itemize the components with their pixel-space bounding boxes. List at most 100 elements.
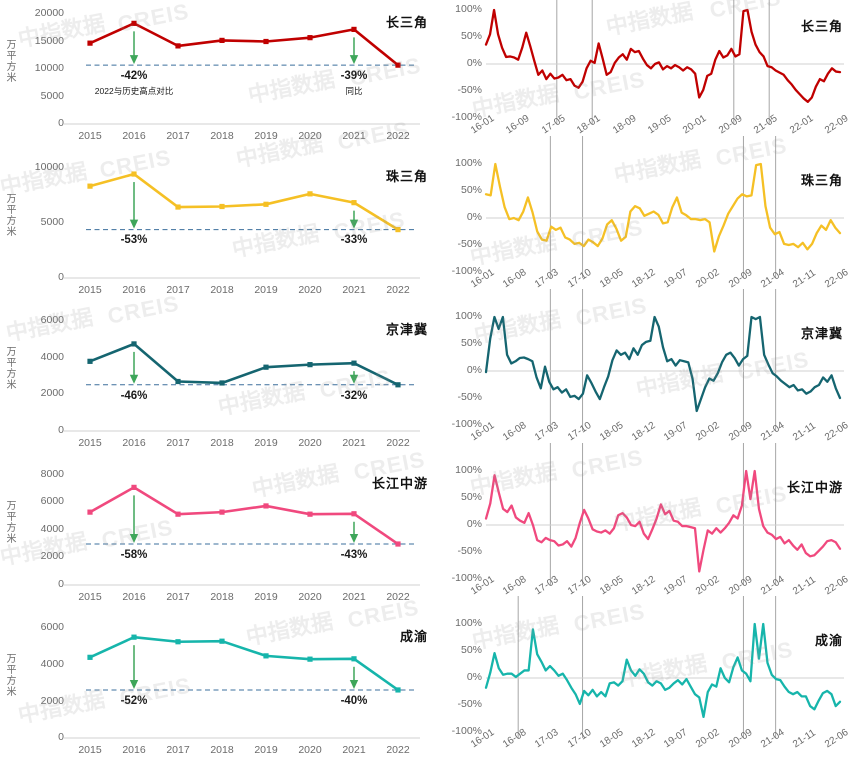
series-title-成渝: 成渝	[814, 633, 843, 649]
x-tick-label: 2022	[386, 283, 410, 296]
y-tick-label: 2000	[40, 694, 64, 707]
data-line	[88, 172, 400, 231]
data-marker	[395, 226, 401, 232]
annotation-pct: -58%	[120, 548, 148, 561]
y-axis-title-char: 万	[6, 654, 17, 666]
data-marker	[219, 638, 225, 645]
y-axis-title-char: 万	[6, 40, 17, 51]
y-axis-title-char: 米	[6, 687, 17, 699]
series-title-京津冀: 京津冀	[800, 326, 843, 342]
annotation-arrow	[129, 31, 139, 65]
x-tick-label: 2021	[342, 130, 366, 142]
y-axis-title-char: 平	[6, 511, 17, 523]
x-tick-label: 2020	[298, 744, 322, 757]
chart-panel-left-changjiangzhongyou: 0 2000 4000 6000 8000 万平方米 2015 2016 2017 2018 201…	[0, 461, 440, 615]
y-tick-label: 0%	[466, 210, 482, 223]
data-marker	[219, 509, 225, 515]
y-tick-label: 100%	[455, 463, 482, 476]
y-axis-title: 万平方米	[6, 501, 17, 545]
left-chart-column: 0 5000 10000 15000 20000 万平方米 2015 2016 2017 2018…	[0, 0, 440, 768]
y-tick-label: 100%	[455, 156, 482, 169]
data-marker	[175, 511, 181, 517]
y-tick-label: -100%	[451, 264, 482, 277]
series-title-长江中游: 长江中游	[786, 479, 843, 495]
data-line	[88, 342, 400, 387]
right-chart-column: -100% -50% 0% 50% 100% 16-01 16-09 17-05 18-01 18…	[440, 0, 857, 768]
data-marker	[307, 511, 313, 517]
chart-svg-left-changjiangzhongyou	[64, 484, 420, 586]
y-tick-label: 0	[58, 117, 64, 129]
x-tick-label: 2018	[210, 744, 234, 757]
annotation-arrow	[349, 521, 359, 543]
data-line	[484, 623, 842, 719]
y-tick-label: -50%	[457, 544, 482, 557]
annotation-arrow	[129, 645, 139, 690]
data-marker	[87, 183, 93, 189]
data-marker	[175, 639, 181, 645]
y-axis-title: 万平方米	[6, 347, 17, 391]
x-tick-label: 2019	[254, 283, 278, 296]
x-tick-label: 2018	[210, 437, 234, 450]
x-tick-label: 2020	[298, 437, 322, 450]
y-tick-label: -50%	[457, 698, 482, 711]
data-marker	[219, 203, 225, 209]
y-axis-title-char: 平	[6, 204, 17, 216]
y-tick-label: 100%	[455, 310, 482, 323]
y-tick-label: 20000	[34, 7, 64, 19]
series-title-成渝: 成渝	[399, 629, 428, 645]
x-tick-label: 2015	[78, 590, 102, 603]
x-tick-label: 2019	[254, 590, 278, 603]
data-marker	[307, 35, 313, 41]
chart-panel-left-changsanjiao: 0 5000 10000 15000 20000 万平方米 2015 2016 2017 2018…	[0, 0, 440, 154]
arrow-head	[349, 55, 359, 65]
annotation-pct: -53%	[120, 234, 148, 247]
series-title-长江中游: 长江中游	[371, 475, 428, 491]
x-tick-label: 2019	[254, 437, 278, 450]
y-tick-label: -50%	[457, 391, 482, 404]
y-tick-label: -100%	[451, 111, 482, 123]
annotation-arrow	[349, 371, 359, 384]
annotation-arrow	[349, 37, 359, 65]
y-tick-label: 0	[58, 424, 64, 437]
data-line	[88, 22, 400, 67]
x-tick-label: 2022	[386, 744, 410, 757]
arrow-head	[129, 55, 139, 65]
y-tick-label: -50%	[457, 84, 482, 96]
arrow-head	[349, 680, 359, 690]
y-axis-title-char: 平	[6, 51, 17, 62]
x-tick-label: 2015	[78, 437, 102, 450]
arrow-head	[349, 533, 359, 543]
data-marker	[395, 62, 401, 68]
chart-panel-right-chengyu: -100% -50% 0% 50% 100% 16-01 16-08 17-03 17-10 18…	[440, 596, 857, 768]
y-axis-title-char: 米	[6, 226, 17, 238]
data-marker	[131, 20, 137, 26]
chart-panel-right-zhusanjiao: -100% -50% 0% 50% 100% 16-01 16-08 17-03 17-10 18…	[440, 135, 857, 308]
annotation-pct: -52%	[120, 695, 148, 708]
y-axis-title-char: 方	[6, 215, 17, 227]
y-axis-title-char: 方	[6, 676, 17, 688]
y-tick-label: 10000	[34, 160, 64, 173]
y-tick-label: 4000	[40, 658, 64, 671]
y-tick-label: 0	[58, 731, 64, 744]
chart-svg-left-zhusanjiao	[64, 171, 420, 279]
y-axis-title-char: 万	[6, 500, 17, 512]
y-tick-label: 2000	[40, 550, 64, 563]
y-axis-title-char: 米	[6, 73, 17, 84]
x-tick-label: 2017	[166, 744, 190, 757]
data-line	[484, 162, 842, 253]
chart-svg-left-chengyu	[64, 634, 420, 740]
chart-panel-left-chengyu: 0 2000 4000 6000 万平方米 2015 2016 2017 2018 2019 202…	[0, 614, 440, 768]
x-tick-label: 2022	[386, 437, 410, 450]
data-marker	[263, 38, 269, 45]
y-tick-label: 100%	[455, 617, 482, 630]
y-tick-label: 0	[58, 270, 64, 283]
y-tick-label: 100%	[455, 3, 482, 15]
chart-panel-left-jingjinji: 0 2000 4000 6000 万平方米 2015 2016 2017 2018 2019 202…	[0, 307, 440, 461]
arrow-head	[129, 680, 139, 690]
data-marker	[351, 656, 357, 662]
y-axis-title: 万平方米	[6, 194, 17, 238]
annotation-arrow	[349, 210, 359, 229]
y-tick-label: 50%	[460, 337, 482, 350]
annotation-pct: -43%	[340, 548, 368, 561]
